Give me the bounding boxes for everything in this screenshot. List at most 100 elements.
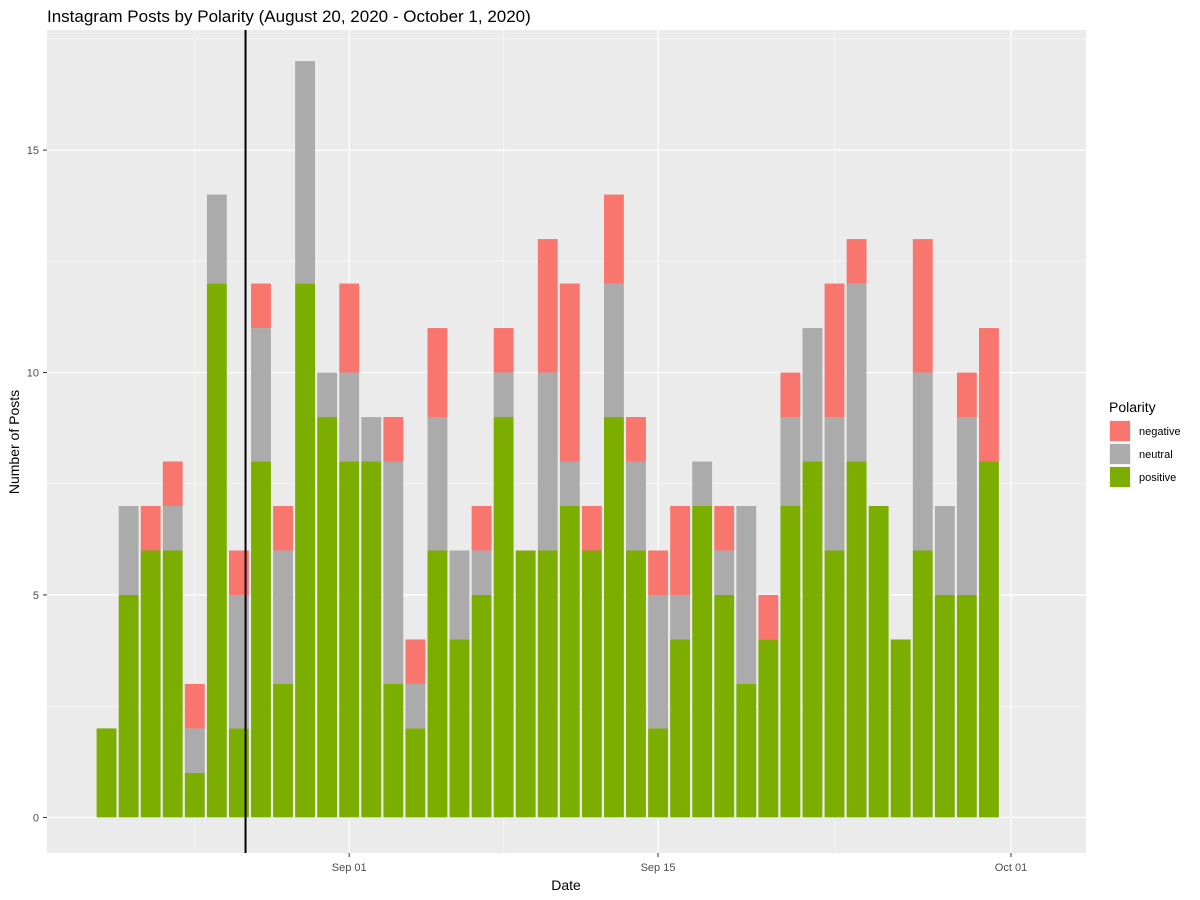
bar-segment-positive	[868, 506, 889, 818]
bar-segment-positive	[493, 417, 514, 818]
bar-segment-negative	[273, 506, 293, 551]
bar-segment-negative	[559, 283, 580, 462]
y-tick-label: 0	[33, 812, 39, 824]
bar-segment-neutral	[648, 594, 668, 729]
legend-key-positive	[1110, 467, 1130, 487]
bar-segment-positive	[979, 461, 999, 818]
bar-segment-neutral	[449, 550, 470, 640]
bar-segment-neutral	[537, 372, 558, 551]
bar-segment-negative	[493, 328, 514, 373]
bar-segment-positive	[626, 550, 646, 818]
bar-segment-negative	[228, 550, 249, 595]
bar-segment-neutral	[736, 506, 757, 684]
bar-segment-positive	[846, 461, 867, 818]
legend-label-neutral: neutral	[1139, 449, 1173, 461]
bar-segment-negative	[979, 328, 999, 462]
bar-segment-negative	[758, 594, 779, 640]
bar-segment-positive	[206, 283, 227, 818]
bar-segment-negative	[626, 417, 646, 462]
bar-segment-neutral	[317, 372, 338, 418]
bar-segment-neutral	[714, 550, 735, 595]
bar-segment-positive	[802, 461, 823, 818]
bar-segment-neutral	[162, 506, 183, 551]
bar-segment-positive	[956, 594, 977, 818]
bar-segment-negative	[714, 506, 735, 551]
bar-segment-negative	[670, 506, 691, 595]
bar-segment-positive	[228, 728, 249, 818]
legend-label-positive: positive	[1139, 472, 1176, 484]
y-axis-title: Number of Posts	[6, 390, 22, 494]
bar-segment-positive	[383, 683, 404, 818]
bar-segment-negative	[427, 328, 448, 418]
bar-segment-neutral	[251, 328, 271, 462]
bar-segment-neutral	[273, 550, 293, 684]
bar-segment-positive	[559, 506, 580, 818]
bar-segment-negative	[471, 506, 492, 551]
legend: Polarity negative neutral positive	[1109, 399, 1181, 488]
bar-segment-neutral	[934, 506, 955, 595]
bar-segment-positive	[758, 639, 779, 818]
bar-segment-positive	[934, 594, 955, 818]
bar-segment-negative	[184, 683, 205, 729]
bar-segment-negative	[780, 372, 801, 418]
bar-segment-positive	[317, 417, 338, 818]
bar-segment-positive	[471, 594, 492, 818]
bar-segment-positive	[361, 461, 382, 818]
y-tick-label: 10	[27, 368, 39, 380]
bar-segment-neutral	[626, 461, 646, 551]
bar-segment-negative	[912, 239, 933, 373]
bar-segment-neutral	[692, 461, 713, 507]
bar-segment-positive	[890, 639, 911, 818]
bar-segment-neutral	[912, 372, 933, 551]
bar-segment-positive	[604, 417, 624, 818]
bar-segment-positive	[581, 550, 602, 818]
bar-segment-neutral	[339, 372, 360, 462]
bar-segment-neutral	[427, 417, 448, 551]
bar-segment-neutral	[559, 461, 580, 507]
y-tick-label: 5	[33, 590, 39, 602]
bar-segment-negative	[162, 461, 183, 507]
bar-segment-neutral	[493, 372, 514, 418]
bar-segment-positive	[449, 639, 470, 818]
bar-segment-neutral	[295, 61, 316, 284]
chart-title: Instagram Posts by Polarity (August 20, …	[47, 7, 531, 26]
bar-segment-negative	[846, 239, 867, 284]
bar-segment-positive	[405, 728, 426, 818]
bar-segment-neutral	[471, 550, 492, 595]
bar-segment-positive	[714, 594, 735, 818]
legend-title: Polarity	[1109, 399, 1156, 415]
bar-segment-negative	[604, 194, 624, 284]
bar-segment-neutral	[361, 417, 382, 462]
bar-segment-positive	[96, 728, 117, 818]
bar-segment-negative	[581, 506, 602, 551]
bar-segment-positive	[670, 639, 691, 818]
bar-segment-negative	[140, 506, 161, 551]
bar-segment-neutral	[846, 283, 867, 462]
x-axis-title: Date	[551, 877, 581, 893]
bar-segment-negative	[824, 283, 845, 418]
bar-segment-neutral	[118, 506, 139, 595]
bar-segment-positive	[162, 550, 183, 818]
bar-segment-negative	[251, 283, 271, 329]
bar-segment-negative	[339, 283, 360, 373]
bar-segment-neutral	[383, 461, 404, 684]
bar-segment-positive	[118, 594, 139, 818]
bar-segment-positive	[648, 728, 668, 818]
bar-segment-positive	[295, 283, 316, 818]
bar-segment-positive	[515, 550, 536, 818]
bar-segment-neutral	[228, 594, 249, 729]
bar-segment-neutral	[780, 417, 801, 507]
x-tick-label: Sep 01	[332, 862, 367, 874]
bar-segment-neutral	[206, 194, 227, 284]
bar-segment-positive	[692, 506, 713, 818]
bar-segment-negative	[956, 372, 977, 418]
bar-segment-positive	[537, 550, 558, 818]
bar-segment-negative	[648, 550, 668, 595]
bar-segment-positive	[251, 461, 271, 818]
bar-segment-positive	[140, 550, 161, 818]
bar-segment-negative	[405, 639, 426, 684]
legend-key-negative	[1110, 421, 1130, 441]
bar-segment-positive	[912, 550, 933, 818]
bar-segment-neutral	[956, 417, 977, 595]
